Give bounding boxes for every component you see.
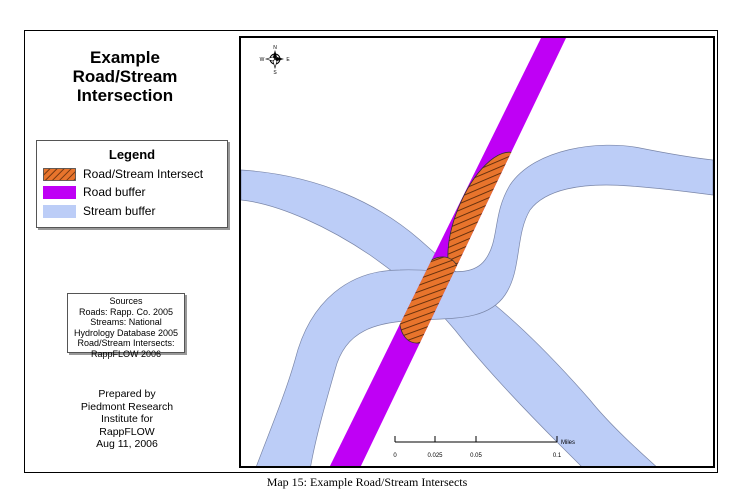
scale-tick-1: 0.025 [427,453,443,459]
legend: Legend Road/Stream Intersect Road buffer… [36,140,228,228]
compass-rose-icon: N S E W [260,45,291,76]
sources-line: Roads: Rapp. Co. 2005 [78,306,174,317]
prepared-line: RappFLOW [99,425,155,438]
map-canvas: N S E W 0 0.025 0.05 0.1 Miles [241,38,713,466]
sources-line: Hydrology Database 2005 [73,327,179,338]
map-title: Example Road/Stream Intersection [24,48,226,105]
scale-unit: Miles [561,440,575,446]
legend-label-road: Road buffer [83,185,146,199]
road-swatch [43,186,76,199]
legend-label-stream: Stream buffer [83,204,156,218]
compass-n: N [273,45,277,51]
legend-title: Legend [108,147,156,162]
map-view[interactable]: N S E W 0 0.025 0.05 0.1 Miles [239,36,715,468]
stream-swatch [43,205,76,218]
prepared-line: Piedmont Research [80,400,174,413]
compass-w: W [260,57,265,63]
intersect-swatch [43,168,76,181]
sources-line: Road/Stream Intersects: [77,338,175,348]
scale-tick-2: 0.05 [470,453,482,459]
prepared-by: Prepared by Piedmont Research Institute … [68,388,186,451]
map-title-line-1: Example [90,48,160,67]
map-title-line-3: Intersection [76,86,174,105]
prepared-line: Prepared by [98,388,156,400]
prepared-line: Institute for [101,413,153,425]
map-caption: Map 15: Example Road/Stream Intersects [266,475,468,489]
scale-tick-0: 0 [393,453,397,459]
sources-line: Sources [109,296,143,306]
legend-label-intersect: Road/Stream Intersect [83,167,204,181]
compass-s: S [273,70,277,76]
sources-box: Sources Roads: Rapp. Co. 2005 Streams: N… [67,293,185,359]
map-frame [24,30,718,473]
sources-line: Streams: National [90,317,162,327]
map-title-line-2: Road/Stream [72,67,178,86]
scale-tick-3: 0.1 [553,453,562,459]
compass-e: E [286,57,290,63]
sources-line: RappFLOW 2006 [90,348,162,359]
scale-bar: 0 0.025 0.05 0.1 Miles [393,436,575,459]
prepared-line: Aug 11, 2006 [96,438,158,450]
